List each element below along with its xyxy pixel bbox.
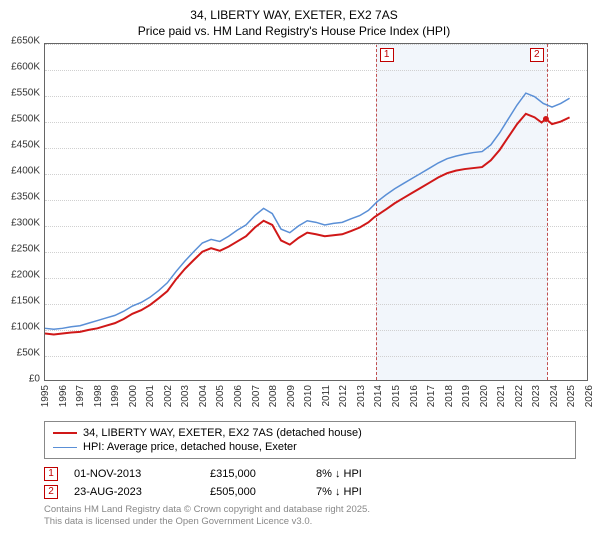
x-tick-label: 2020 bbox=[479, 385, 490, 407]
x-tick-label: 2021 bbox=[496, 385, 507, 407]
x-tick-label: 2003 bbox=[180, 385, 191, 407]
x-tick-label: 1998 bbox=[93, 385, 104, 407]
x-tick-label: 2024 bbox=[549, 385, 560, 407]
y-tick-label: £350K bbox=[11, 192, 40, 203]
transaction-row: 2 23-AUG-2023 £505,000 7% ↓ HPI bbox=[44, 483, 576, 501]
x-tick-label: 2017 bbox=[426, 385, 437, 407]
transaction-index: 2 bbox=[44, 485, 58, 499]
plot-area: 1 2 bbox=[44, 43, 588, 381]
x-tick-label: 2005 bbox=[215, 385, 226, 407]
legend-swatch bbox=[53, 447, 77, 448]
x-tick-label: 2012 bbox=[338, 385, 349, 407]
line-series bbox=[45, 44, 587, 380]
x-tick-label: 2016 bbox=[409, 385, 420, 407]
footer-line-2: This data is licensed under the Open Gov… bbox=[44, 516, 576, 528]
x-tick-label: 2018 bbox=[444, 385, 455, 407]
x-tick-label: 1996 bbox=[58, 385, 69, 407]
x-tick-label: 1999 bbox=[110, 385, 121, 407]
y-tick-label: £400K bbox=[11, 166, 40, 177]
footer-attribution: Contains HM Land Registry data © Crown c… bbox=[44, 504, 576, 528]
x-tick-label: 2010 bbox=[303, 385, 314, 407]
marker-2: 2 bbox=[530, 48, 544, 62]
title-subtitle: Price paid vs. HM Land Registry's House … bbox=[0, 24, 588, 40]
x-tick-label: 2006 bbox=[233, 385, 244, 407]
x-tick-label: 2019 bbox=[461, 385, 472, 407]
x-tick-label: 2025 bbox=[566, 385, 577, 407]
x-tick-label: 2008 bbox=[268, 385, 279, 407]
transaction-date: 23-AUG-2023 bbox=[74, 486, 194, 498]
x-tick-label: 2026 bbox=[584, 385, 595, 407]
title-address: 34, LIBERTY WAY, EXETER, EX2 7AS bbox=[0, 8, 588, 24]
x-tick-label: 2009 bbox=[286, 385, 297, 407]
sale-marker-dot bbox=[543, 116, 549, 122]
y-tick-label: £0 bbox=[29, 374, 40, 385]
x-tick-label: 2004 bbox=[198, 385, 209, 407]
transaction-index: 1 bbox=[44, 467, 58, 481]
marker-1: 1 bbox=[380, 48, 394, 62]
legend-item: 34, LIBERTY WAY, EXETER, EX2 7AS (detach… bbox=[53, 426, 567, 440]
y-axis-labels: £0£50K£100K£150K£200K£250K£300K£350K£400… bbox=[0, 41, 42, 379]
y-tick-label: £650K bbox=[11, 36, 40, 47]
x-tick-label: 2002 bbox=[163, 385, 174, 407]
y-tick-label: £600K bbox=[11, 62, 40, 73]
x-tick-label: 2007 bbox=[251, 385, 262, 407]
x-tick-label: 2011 bbox=[321, 385, 332, 407]
x-tick-label: 1995 bbox=[40, 385, 51, 407]
y-tick-label: £100K bbox=[11, 322, 40, 333]
y-tick-label: £500K bbox=[11, 114, 40, 125]
legend: 34, LIBERTY WAY, EXETER, EX2 7AS (detach… bbox=[44, 421, 576, 459]
x-axis-labels: 1995199619971998199920002001200220032004… bbox=[44, 381, 588, 415]
transactions-table: 1 01-NOV-2013 £315,000 8% ↓ HPI 2 23-AUG-2023… bbox=[44, 465, 576, 501]
legend-label: HPI: Average price, detached house, Exet… bbox=[83, 441, 297, 453]
x-tick-label: 2013 bbox=[356, 385, 367, 407]
chart-container: 34, LIBERTY WAY, EXETER, EX2 7AS Price p… bbox=[0, 0, 600, 560]
y-tick-label: £150K bbox=[11, 296, 40, 307]
footer-line-1: Contains HM Land Registry data © Crown c… bbox=[44, 504, 576, 516]
x-tick-label: 2022 bbox=[514, 385, 525, 407]
x-tick-label: 2023 bbox=[531, 385, 542, 407]
y-tick-label: £550K bbox=[11, 88, 40, 99]
x-tick-label: 2015 bbox=[391, 385, 402, 407]
transaction-date: 01-NOV-2013 bbox=[74, 468, 194, 480]
transaction-row: 1 01-NOV-2013 £315,000 8% ↓ HPI bbox=[44, 465, 576, 483]
x-tick-label: 1997 bbox=[75, 385, 86, 407]
legend-swatch bbox=[53, 432, 77, 434]
x-tick-label: 2000 bbox=[128, 385, 139, 407]
legend-item: HPI: Average price, detached house, Exet… bbox=[53, 440, 567, 454]
title-block: 34, LIBERTY WAY, EXETER, EX2 7AS Price p… bbox=[0, 8, 588, 39]
x-tick-label: 2014 bbox=[373, 385, 384, 407]
y-tick-label: £200K bbox=[11, 270, 40, 281]
legend-label: 34, LIBERTY WAY, EXETER, EX2 7AS (detach… bbox=[83, 427, 362, 439]
y-tick-label: £250K bbox=[11, 244, 40, 255]
transaction-price: £505,000 bbox=[210, 486, 300, 498]
transaction-price: £315,000 bbox=[210, 468, 300, 480]
y-tick-label: £50K bbox=[17, 348, 40, 359]
x-tick-label: 2001 bbox=[145, 385, 156, 407]
transaction-diff: 7% ↓ HPI bbox=[316, 486, 416, 498]
transaction-diff: 8% ↓ HPI bbox=[316, 468, 416, 480]
series-price_paid bbox=[45, 114, 570, 335]
series-hpi bbox=[45, 93, 570, 329]
y-tick-label: £300K bbox=[11, 218, 40, 229]
y-tick-label: £450K bbox=[11, 140, 40, 151]
